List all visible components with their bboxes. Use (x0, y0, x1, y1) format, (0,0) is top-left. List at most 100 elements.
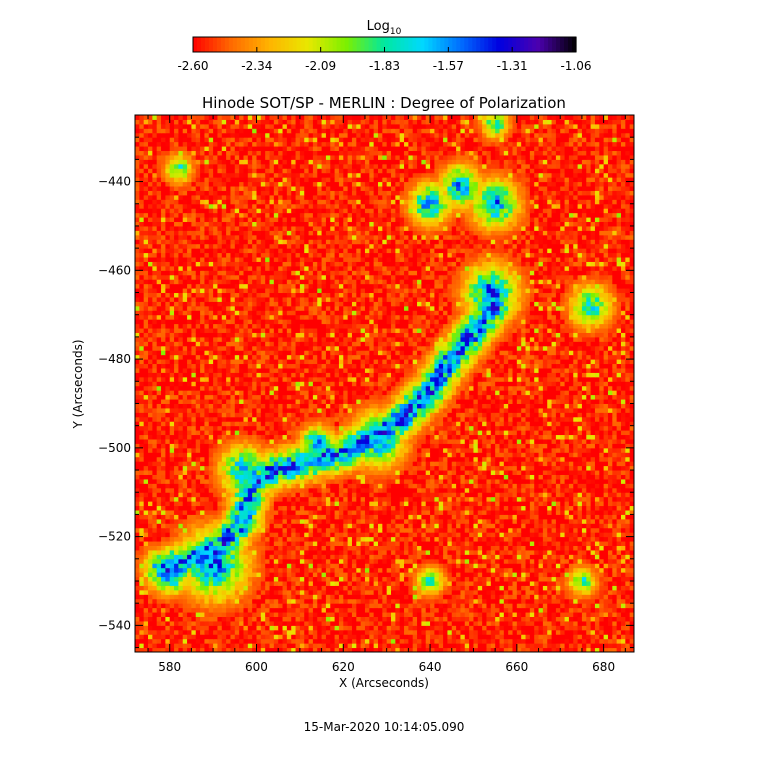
heatmap-cell (503, 616, 509, 622)
heatmap-cell (347, 514, 353, 520)
heatmap-cell (564, 545, 570, 551)
heatmap-cell (391, 465, 396, 471)
heatmap-cell (434, 549, 440, 555)
heatmap-cell (356, 589, 362, 595)
heatmap-cell (291, 634, 297, 640)
heatmap-cell (629, 483, 635, 489)
heatmap-cell (325, 647, 331, 653)
heatmap-cell (573, 545, 579, 551)
heatmap-cell (208, 478, 214, 484)
colorbar-segment (420, 37, 425, 52)
heatmap-cell (456, 470, 461, 475)
heatmap-cell (182, 483, 188, 489)
heatmap-cell (247, 465, 253, 471)
heatmap-cell (581, 545, 587, 551)
heatmap-cell (243, 527, 249, 533)
heatmap-cell (499, 629, 505, 635)
heatmap-cell (239, 492, 244, 498)
heatmap-cell (443, 496, 448, 502)
heatmap-cell (560, 563, 566, 569)
heatmap-cell (191, 580, 197, 586)
heatmap-cell (382, 505, 388, 511)
heatmap-cell (620, 487, 626, 493)
heatmap-cell (625, 594, 631, 600)
heatmap-cell (438, 563, 444, 569)
heatmap-cell (534, 483, 540, 489)
heatmap-cell (538, 634, 544, 640)
heatmap-cell (360, 492, 366, 498)
heatmap-cell (469, 594, 474, 600)
heatmap-cell (273, 576, 279, 582)
heatmap-cell (408, 616, 414, 622)
heatmap-cell (516, 518, 522, 524)
heatmap-cell (451, 505, 457, 511)
heatmap-cell (317, 612, 323, 617)
heatmap-cell (534, 549, 540, 555)
heatmap-cell (169, 598, 175, 604)
heatmap-cell (364, 501, 370, 507)
heatmap-cell (568, 514, 574, 520)
heatmap-cell (317, 523, 323, 529)
heatmap-cell (364, 638, 370, 644)
heatmap-cell (551, 563, 557, 569)
heatmap-cell (395, 585, 401, 591)
heatmap-cell (273, 554, 279, 560)
heatmap-cell (325, 527, 331, 533)
heatmap-cell (508, 518, 514, 524)
heatmap-cell (434, 523, 440, 529)
heatmap-cell (594, 612, 600, 617)
heatmap-cell (282, 572, 288, 578)
heatmap-cell (347, 492, 353, 498)
heatmap-cell (243, 567, 249, 573)
heatmap-cell (473, 625, 479, 631)
heatmap-cell (291, 509, 297, 515)
heatmap-cell (321, 572, 327, 578)
heatmap-cell (521, 514, 527, 520)
heatmap-cell (208, 643, 214, 649)
heatmap-cell (217, 603, 223, 609)
heatmap-cell (221, 634, 227, 640)
heatmap-cell (421, 470, 427, 475)
colorbar-segment (532, 37, 537, 52)
heatmap-cell (278, 501, 284, 507)
heatmap-cell (221, 523, 227, 529)
heatmap-cell (607, 603, 613, 609)
heatmap-cell (395, 532, 401, 538)
heatmap-cell (364, 572, 370, 578)
heatmap-cell (534, 567, 540, 573)
heatmap-cell (629, 523, 635, 529)
heatmap-cell (616, 620, 622, 626)
heatmap-cell (299, 554, 305, 560)
heatmap-cell (338, 643, 344, 649)
heatmap-cell (234, 607, 240, 613)
heatmap-cell (577, 576, 583, 582)
heatmap-cell (321, 532, 327, 538)
heatmap-cell (521, 576, 527, 582)
heatmap-cell (165, 558, 171, 564)
heatmap-cell (421, 589, 427, 595)
heatmap-cell (291, 536, 297, 542)
heatmap-cell (221, 643, 227, 649)
heatmap-cell (200, 598, 205, 604)
heatmap-cell (282, 598, 288, 604)
heatmap-cell (364, 567, 370, 573)
heatmap-cell (230, 616, 236, 622)
heatmap-cell (351, 612, 357, 617)
heatmap-cell (143, 474, 149, 480)
heatmap-cell (226, 545, 231, 551)
heatmap-cell (273, 483, 279, 489)
heatmap-cell (425, 616, 431, 622)
heatmap-cell (616, 492, 622, 498)
heatmap-cell (482, 620, 487, 626)
heatmap-cell (195, 594, 201, 600)
heatmap-cell (525, 549, 531, 555)
heatmap-cell (404, 594, 409, 600)
heatmap-cell (399, 603, 405, 609)
heatmap-cell (135, 580, 140, 586)
heatmap-cell (534, 603, 540, 609)
heatmap-cell (486, 607, 492, 613)
heatmap-cell (239, 594, 244, 600)
heatmap-cell (243, 478, 249, 484)
heatmap-cell (503, 607, 509, 613)
heatmap-cell (542, 612, 548, 617)
